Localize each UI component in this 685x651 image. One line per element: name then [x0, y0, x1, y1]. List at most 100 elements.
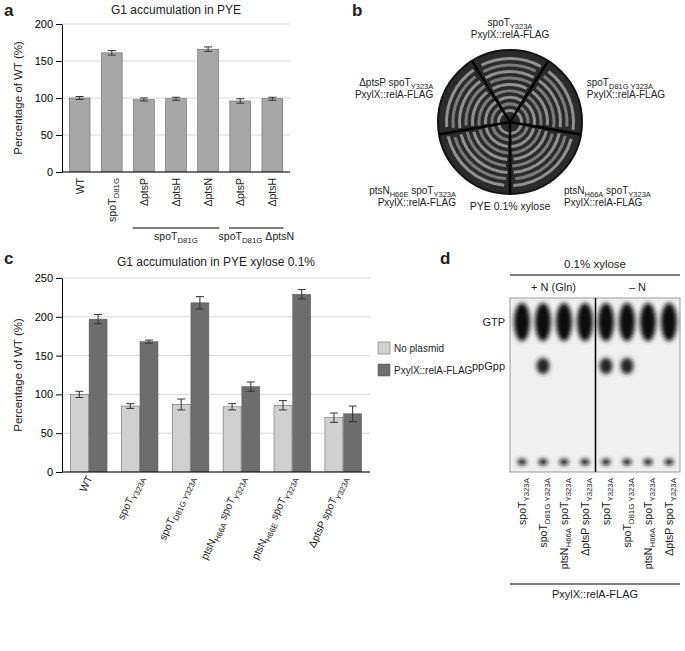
error-bar [177, 399, 185, 410]
error-bar [76, 97, 84, 100]
bar [140, 342, 158, 472]
text-part: b [352, 1, 362, 20]
y-tick: 100 [35, 92, 62, 104]
group-label: spoTD81G ΔptsN [219, 230, 294, 245]
y-tick-label: 100 [35, 92, 53, 104]
error-bar [94, 314, 102, 323]
gtp-spot [661, 303, 677, 341]
y-axis-title: Percentage of WT (%) [12, 41, 24, 155]
y-tick: 250 [35, 272, 62, 284]
growth-streak [485, 70, 535, 79]
subscript: D81G [112, 178, 121, 199]
lane-label: ptsNH66A spoTY323A [642, 477, 657, 569]
chart-panel-a: a050100150200WTspoTD81GΔptsPΔptsHΔptsNΔp… [4, 1, 294, 245]
error-cap [298, 298, 306, 299]
text-part: WT [77, 473, 95, 493]
lane-label: ptsNH66A spoTY323A [558, 477, 573, 569]
text-part: ΔptsN [202, 178, 214, 207]
tlc-panel: d0.1% xylose+ N (Gln)– NspoTY323AspoTD81… [440, 249, 680, 600]
medium-label: PYE 0.1% xylose [470, 200, 551, 212]
lane-label: spoTD81G Y323A [537, 477, 552, 547]
y-tick-label: 150 [35, 55, 53, 67]
subscript: Y323A [522, 477, 531, 501]
error-cap [172, 100, 180, 101]
error-bar [330, 413, 338, 422]
legend-swatch [378, 364, 390, 376]
subscript: Y323A [130, 476, 148, 502]
spot-label: ppGpp [472, 360, 505, 372]
x-axis-line [62, 172, 290, 173]
y-tick: 150 [35, 350, 62, 362]
text-part: ΔptsP [138, 178, 150, 206]
subscript: D81G Y323A [627, 477, 636, 524]
error-cap [247, 381, 255, 382]
bar [325, 418, 343, 472]
error-cap [126, 408, 134, 409]
bar [121, 406, 139, 472]
bar [230, 101, 251, 172]
bar [293, 294, 311, 472]
x-tick-label: WT [77, 473, 95, 493]
sector-divider [510, 122, 581, 135]
title-rule [510, 275, 680, 276]
error-stem [98, 314, 99, 323]
text-part: c [4, 249, 13, 268]
y-tick-label: 0 [47, 166, 53, 178]
text-part: ΔptsH [170, 178, 182, 207]
group-line [133, 228, 220, 229]
y-tick-mark [56, 172, 62, 173]
text-part: Percentage of WT (%) [12, 318, 24, 432]
y-axis: 050100150200250 [35, 272, 63, 478]
text-part: spoT [516, 501, 528, 525]
y-tick-label: 150 [35, 350, 53, 362]
error-cap [349, 421, 357, 422]
error-bar [196, 297, 204, 309]
error-bar [140, 98, 148, 101]
grid-line [62, 24, 290, 25]
error-stem [240, 99, 241, 103]
y-tick-mark [56, 135, 62, 136]
text-part: 0.1% xylose [564, 258, 626, 270]
subscript: H66A [564, 527, 573, 547]
panel-letter: a [4, 1, 14, 20]
error-cap [279, 409, 287, 410]
error-cap [76, 99, 84, 100]
grid-line [62, 316, 370, 317]
subscript: D81G Y323A [171, 476, 199, 522]
text-part: ΔptsP spoT [579, 501, 591, 556]
subscript: H66A [648, 527, 657, 547]
error-stem [333, 413, 334, 422]
grid-line [62, 61, 290, 62]
y-tick-mark [56, 394, 62, 395]
error-stem [301, 290, 302, 299]
grid-line [62, 278, 370, 279]
ppgpp-spot [537, 358, 550, 374]
grid-line [62, 472, 370, 473]
sector-divider [510, 61, 548, 122]
error-bar [145, 340, 153, 343]
growth-streak [536, 86, 556, 128]
error-bar [298, 290, 306, 299]
growth-streak [498, 96, 522, 102]
growth-streak [520, 106, 530, 123]
text-part: spoT [558, 501, 570, 528]
text-part: spoT [603, 185, 628, 196]
text-part: ΔptsN [262, 230, 294, 242]
error-cap [228, 409, 236, 410]
y-tick-mark [56, 61, 62, 62]
origin-spot [665, 459, 674, 465]
error-cap [108, 50, 116, 51]
y-tick: 0 [47, 466, 62, 478]
bar [134, 99, 155, 172]
bar [223, 407, 241, 472]
x-tick-label: spoTD81G Y323A [156, 473, 199, 543]
text-part: PYE 0.1% xylose [470, 200, 551, 212]
error-cap [94, 323, 102, 324]
gtp-spot [598, 303, 614, 341]
y-axis-line [62, 25, 63, 173]
subscript: Y323A [585, 477, 594, 501]
error-bar [172, 97, 180, 100]
error-cap [349, 406, 357, 407]
growth-streak [497, 112, 504, 124]
error-cap [196, 309, 204, 310]
